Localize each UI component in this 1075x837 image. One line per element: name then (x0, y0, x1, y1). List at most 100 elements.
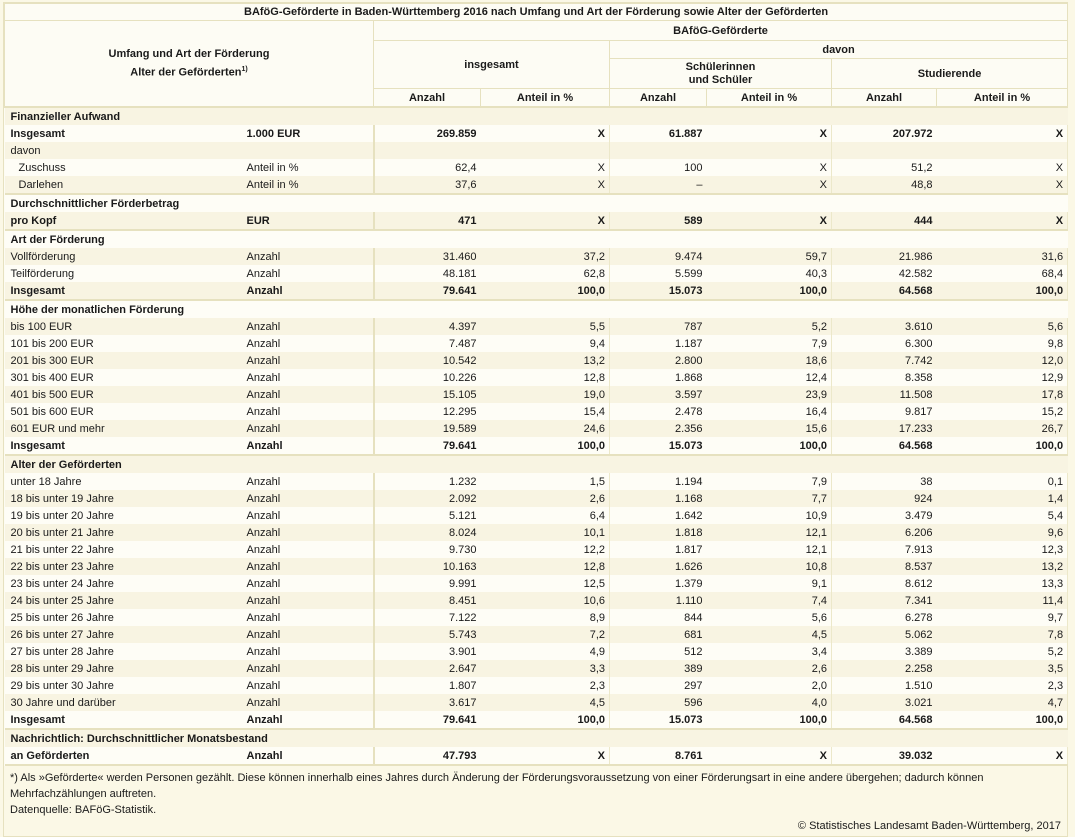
anzahl-cell: 4.397 (373, 318, 481, 335)
anteil-cell: 1,4 (936, 490, 1069, 507)
anteil-cell: 4,0 (706, 694, 832, 711)
anzahl-cell: 51,2 (831, 159, 937, 176)
anteil-cell: 4,5 (480, 694, 610, 711)
anteil-cell: 62,8 (480, 265, 610, 282)
anteil-cell: 18,6 (706, 352, 832, 369)
anteil-cell: X (936, 159, 1069, 176)
anteil-cell: X (936, 212, 1069, 231)
row-unit: Anzahl (242, 265, 375, 282)
row-header-line1: Umfang und Art der Förderung (108, 48, 270, 61)
row-unit: Anzahl (242, 490, 375, 507)
anzahl-cell: 1.807 (373, 677, 481, 694)
table-row: bis 100 EUR Anzahl 4.397 5,5 787 5,2 3.610 5,6 (4, 318, 1069, 335)
anteil-cell: 0,1 (936, 473, 1069, 490)
anteil-cell (936, 142, 1069, 159)
anzahl-cell: 5.599 (609, 265, 707, 282)
anzahl-cell: 38 (831, 473, 937, 490)
anzahl-cell: 15.105 (373, 386, 481, 403)
anzahl-cell: 19.589 (373, 420, 481, 437)
section-header-row: Nachrichtlich: Durchschnittlicher Monats… (4, 729, 1068, 747)
row-unit: 1.000 EUR (242, 125, 375, 142)
row-unit: Anzahl (242, 677, 375, 694)
table-row: 30 Jahre und darüber Anzahl 3.617 4,5 596 4,0… (4, 694, 1069, 711)
table-row: 25 bis unter 26 Jahre Anzahl 7.122 8,9 844 5,… (4, 609, 1069, 626)
anteil-cell: X (706, 176, 832, 195)
row-label: 201 bis 300 EUR (4, 352, 243, 369)
anteil-cell: 5,2 (936, 643, 1069, 660)
anteil-cell: 5,5 (480, 318, 610, 335)
table-row: 18 bis unter 19 Jahre Anzahl 2.092 2,6 1.168… (4, 490, 1069, 507)
anteil-cell: 10,6 (480, 592, 610, 609)
anteil-cell: 9,6 (936, 524, 1069, 541)
anzahl-cell: 48,8 (831, 176, 937, 195)
anzahl-cell: 269.859 (373, 125, 481, 142)
anzahl-column-header: Anzahl (831, 88, 937, 108)
row-unit: Anzahl (242, 694, 375, 711)
row-label: 30 Jahre und darüber (4, 694, 243, 711)
table-row: 20 bis unter 21 Jahre Anzahl 8.024 10,1 1.81… (4, 524, 1069, 541)
anteil-cell: 12,1 (706, 524, 832, 541)
row-label: 301 bis 400 EUR (4, 369, 243, 386)
anteil-cell: 12,4 (706, 369, 832, 386)
anteil-cell: 13,2 (480, 352, 610, 369)
anzahl-cell: 444 (831, 212, 937, 231)
row-unit: Anzahl (242, 592, 375, 609)
anzahl-cell: 8.761 (609, 747, 707, 766)
anteil-cell: 31,6 (936, 248, 1069, 265)
row-label: an Geförderten (4, 747, 243, 766)
anzahl-cell: 37,6 (373, 176, 481, 195)
anzahl-cell: 5.062 (831, 626, 937, 643)
section-header-row: Finanzieller Aufwand (4, 107, 1068, 125)
anteil-cell: 12,8 (480, 558, 610, 575)
anteil-cell: 7,8 (936, 626, 1069, 643)
anteil-cell: 100,0 (480, 711, 610, 730)
section-header-row: Höhe der monatlichen Förderung (4, 300, 1068, 318)
row-unit: Anteil in % (242, 159, 375, 176)
anzahl-cell: 8.024 (373, 524, 481, 541)
table-row: an Geförderten Anzahl 47.793 X 8.761 X 39.032 X (4, 747, 1069, 766)
section-header-row: Durchschnittlicher Förderbetrag (4, 194, 1068, 212)
anteil-cell: 12,8 (480, 369, 610, 386)
anteil-cell: 3,4 (706, 643, 832, 660)
schueler-line2: und Schüler (688, 73, 753, 86)
anteil-cell: 7,9 (706, 473, 832, 490)
row-unit: Anzahl (242, 318, 375, 335)
anzahl-cell: 7.122 (373, 609, 481, 626)
row-label: 18 bis unter 19 Jahre (4, 490, 243, 507)
anteil-cell: 17,8 (936, 386, 1069, 403)
anteil-cell: 26,7 (936, 420, 1069, 437)
row-unit: Anzahl (242, 643, 375, 660)
anteil-cell: 9,1 (706, 575, 832, 592)
anzahl-cell: 2.258 (831, 660, 937, 677)
row-unit: Anzahl (242, 626, 375, 643)
anzahl-cell: 10.542 (373, 352, 481, 369)
row-label: Zuschuss (4, 159, 243, 176)
anzahl-cell: 7.913 (831, 541, 937, 558)
anzahl-cell: 1.510 (831, 677, 937, 694)
anteil-cell: 2,3 (480, 677, 610, 694)
anteil-cell: 100,0 (936, 282, 1069, 301)
anzahl-cell: 15.073 (609, 437, 707, 456)
anzahl-cell: 2.800 (609, 352, 707, 369)
anteil-cell: 68,4 (936, 265, 1069, 282)
anzahl-cell: 787 (609, 318, 707, 335)
anzahl-cell: 48.181 (373, 265, 481, 282)
anzahl-cell: 681 (609, 626, 707, 643)
anteil-column-header: Anteil in % (480, 88, 610, 108)
row-unit: Anzahl (242, 660, 375, 677)
schueler-line1: Schülerinnen (685, 60, 756, 73)
row-label: 29 bis unter 30 Jahre (4, 677, 243, 694)
table-row: 301 bis 400 EUR Anzahl 10.226 12,8 1.868 12,4… (4, 369, 1069, 386)
anzahl-cell: 1.232 (373, 473, 481, 490)
group-header: BAföG-Geförderte (372, 20, 1069, 41)
row-unit: Anteil in % (242, 176, 375, 195)
row-unit: Anzahl (242, 507, 375, 524)
anzahl-cell: 15.073 (609, 282, 707, 301)
anzahl-cell (609, 142, 707, 159)
row-label: Durchschnittlicher Förderbetrag (4, 194, 1068, 212)
anteil-cell: 5,2 (706, 318, 832, 335)
row-unit: Anzahl (242, 575, 375, 592)
table-row: 21 bis unter 22 Jahre Anzahl 9.730 12,2 1.81… (4, 541, 1069, 558)
bafoeg-table: BAföG-Geförderte in Baden-Württemberg 20… (3, 3, 1069, 766)
footnote-marker: 1) (241, 66, 248, 74)
